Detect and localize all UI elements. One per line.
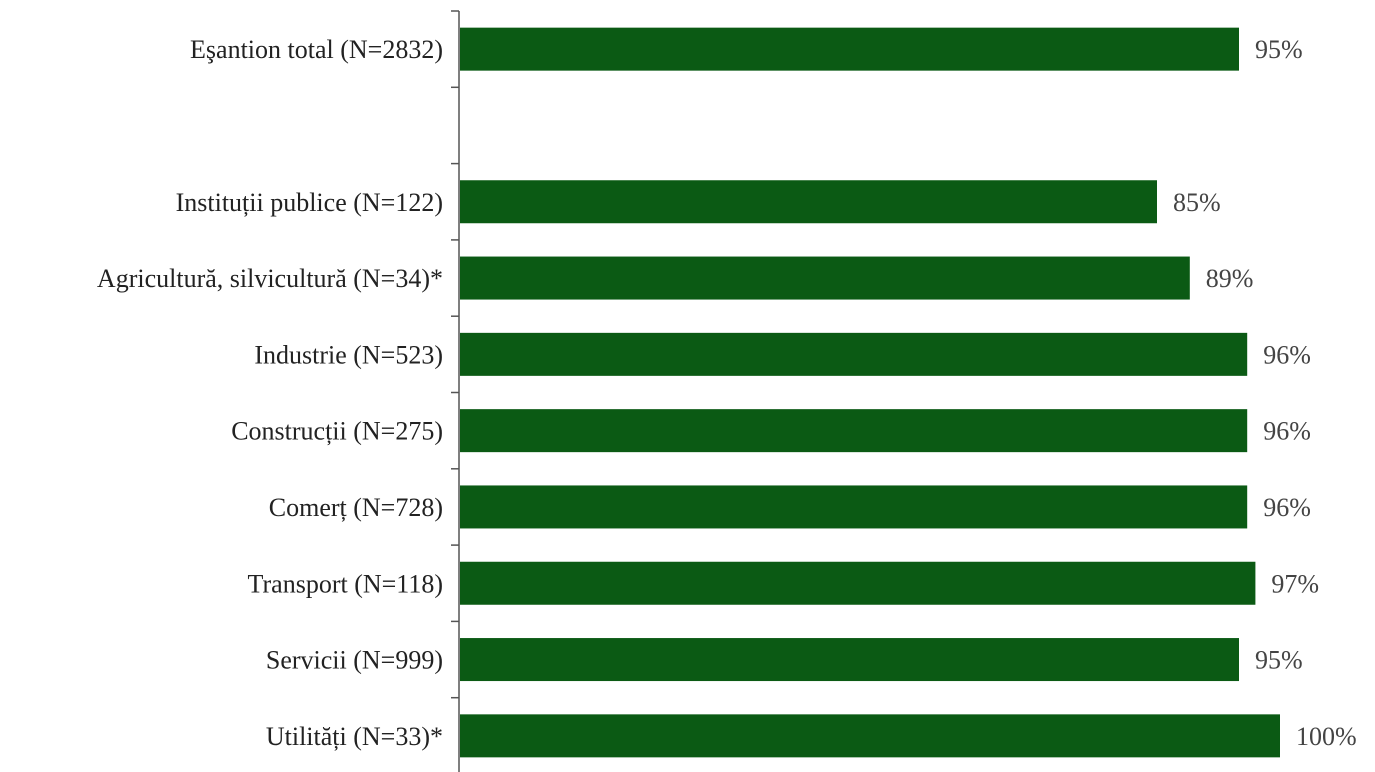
- category-label: Transport (N=118): [248, 569, 443, 598]
- category-label: Servicii (N=999): [266, 646, 443, 675]
- category-label: Utilități (N=33)*: [266, 722, 443, 751]
- category-label: Construcții (N=275): [231, 417, 443, 446]
- value-label: 96%: [1263, 493, 1311, 522]
- category-label: Industrie (N=523): [254, 340, 443, 369]
- bar: [460, 561, 1256, 605]
- value-label: 95%: [1255, 646, 1303, 675]
- value-label: 97%: [1271, 569, 1319, 598]
- value-labels: 95% 85% 89% 96% 96% 96% 97% 95% 100%: [1173, 35, 1357, 751]
- category-labels: Eşantion total (N=2832) Instituții public…: [97, 35, 443, 751]
- bar: [460, 256, 1190, 300]
- bar: [460, 485, 1248, 529]
- value-label: 85%: [1173, 188, 1221, 217]
- bar: [460, 180, 1157, 224]
- bar: [460, 409, 1248, 453]
- category-label: Eşantion total (N=2832): [190, 35, 443, 64]
- bar: [460, 332, 1248, 376]
- bars: [460, 27, 1280, 758]
- value-label: 89%: [1206, 264, 1254, 293]
- category-label: Comerț (N=728): [269, 493, 443, 522]
- bar: [460, 27, 1239, 71]
- bar: [460, 638, 1239, 682]
- value-label: 96%: [1263, 417, 1311, 446]
- value-label: 100%: [1296, 722, 1357, 751]
- value-label: 96%: [1263, 340, 1311, 369]
- category-label: Instituții publice (N=122): [176, 188, 443, 217]
- y-axis: [451, 10, 460, 772]
- category-label: Agricultură, silvicultură (N=34)*: [97, 264, 443, 293]
- value-label: 95%: [1255, 35, 1303, 64]
- bar: [460, 714, 1280, 758]
